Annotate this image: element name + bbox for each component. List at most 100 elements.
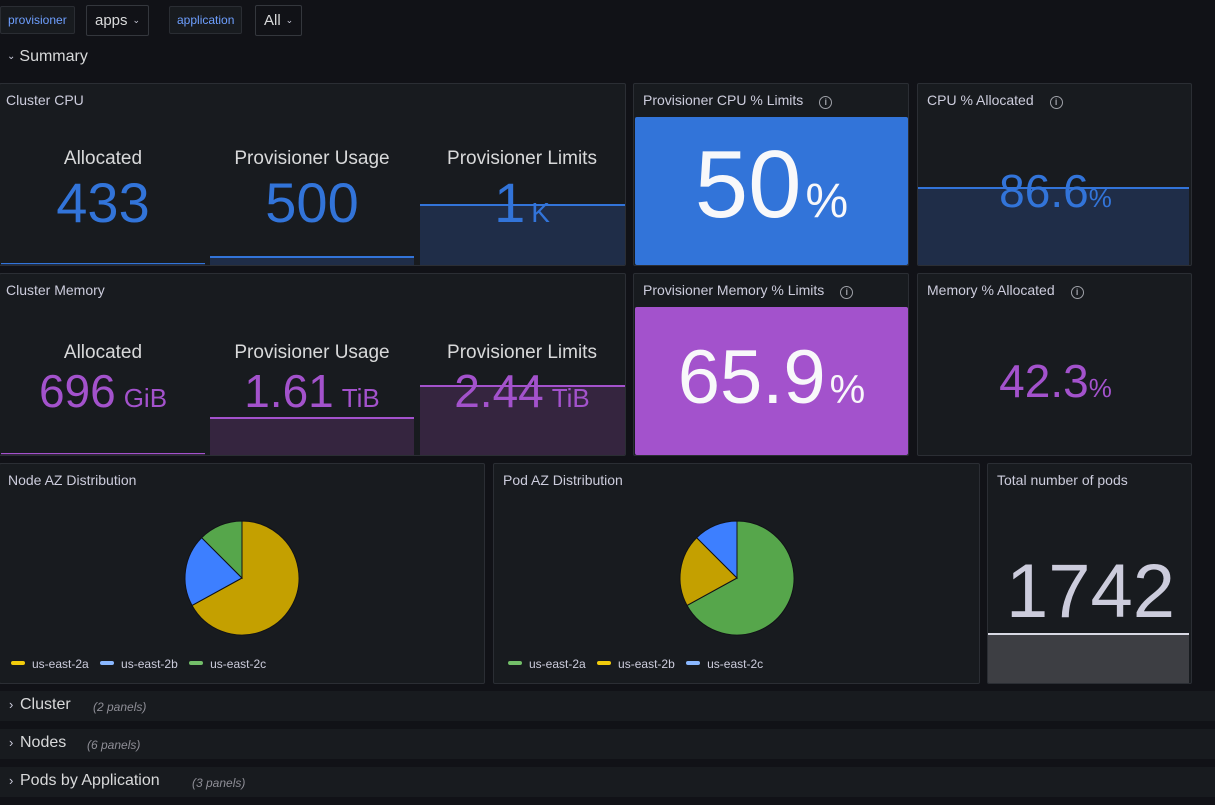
sparkline (918, 187, 1189, 265)
info-icon[interactable]: i (1049, 96, 1063, 109)
stat-unit: K (531, 197, 550, 228)
row-pods-by-application[interactable]: › Pods by Application (3 panels) (0, 767, 1215, 797)
panel-title: Cluster Memory (6, 282, 105, 298)
legend-item[interactable]: us-east-2b (100, 657, 178, 671)
pie-slice-us-east-2c[interactable] (200, 520, 243, 580)
chevron-right-icon: › (9, 697, 14, 712)
legend-label: us-east-2a (32, 657, 89, 671)
row-summary-title: Summary (19, 48, 88, 65)
row-cluster[interactable]: › Cluster (2 panels) (0, 691, 1215, 721)
stat-value: 1742 (1005, 549, 1176, 634)
legend-label: us-east-2c (210, 657, 267, 671)
row-title: Pods by Application (20, 772, 160, 789)
legend-item[interactable]: us-east-2a (11, 657, 89, 671)
legend-item[interactable]: us-east-2c (686, 657, 763, 671)
info-icon[interactable]: i (1070, 286, 1084, 299)
panel-cluster-cpu: Cluster CPU Allocated Provisioner Usage … (0, 83, 626, 266)
stat-unit: % (805, 175, 849, 228)
pie-slice-us-east-2c[interactable] (695, 520, 738, 580)
panel-provisioner-cpu-limits: Provisioner CPU % Limits i 50% (633, 83, 909, 266)
row-summary-toggle[interactable]: ⌄ Summary (7, 48, 88, 66)
stat-unit: TiB (551, 383, 590, 413)
legend-item[interactable]: us-east-2a (508, 657, 586, 671)
row-title: Cluster (20, 696, 71, 713)
legend-label: us-east-2b (618, 657, 675, 671)
variable-label-application: application (169, 6, 243, 34)
row-panel-count: (3 panels) (192, 776, 246, 790)
row-panel-count: (2 panels) (93, 700, 147, 714)
stat-number: 500 (265, 171, 359, 234)
stat-number: 86.6 (999, 165, 1089, 217)
stat-number: 2.44 (454, 365, 544, 417)
panel-title: Cluster CPU (6, 92, 84, 108)
stat-background (635, 307, 908, 455)
panel-memory-allocated: Memory % Allocated i 42.3% (917, 273, 1192, 456)
panel-title: Pod AZ Distribution (503, 472, 623, 488)
panel-title: Total number of pods (997, 472, 1128, 488)
panel-provisioner-memory-limits: Provisioner Memory % Limits i 65.9% (633, 273, 909, 456)
sparkline (988, 633, 1189, 683)
pie-chart-node-az (184, 520, 300, 636)
legend-swatch (189, 661, 204, 665)
panel-title: Memory % Allocated i (927, 282, 1084, 299)
panel-title: Node AZ Distribution (8, 472, 137, 488)
stat-unit: % (1088, 373, 1112, 403)
legend-swatch (100, 661, 115, 665)
info-icon[interactable]: i (840, 286, 854, 299)
stat-number: 65.9 (677, 335, 826, 420)
pie-slice-us-east-2b[interactable] (679, 536, 738, 607)
variable-select-application[interactable]: All ⌄ (255, 5, 303, 36)
info-icon[interactable]: i (819, 96, 833, 109)
panel-title-text: Provisioner CPU % Limits (643, 92, 804, 108)
chevron-down-icon: ⌄ (132, 15, 141, 25)
variable-value-application: All (264, 12, 281, 29)
stat-value-usage: 1.61 TiB (210, 364, 414, 418)
panel-title: Provisioner CPU % Limits i (643, 92, 833, 109)
panel-title: CPU % Allocated i (927, 92, 1063, 109)
stat-unit: TiB (341, 383, 380, 413)
stat-value: 65.9% (635, 334, 908, 421)
panel-title-text: Memory % Allocated (927, 282, 1055, 298)
panel-title-text: CPU % Allocated (927, 92, 1034, 108)
chevron-down-icon: ⌄ (7, 51, 16, 62)
legend: us-east-2a us-east-2b us-east-2c (11, 657, 274, 671)
variable-select-provisioner[interactable]: apps ⌄ (86, 5, 150, 36)
stat-number: 696 (38, 365, 116, 417)
stat-number: 1 (494, 171, 526, 234)
legend-swatch (597, 661, 612, 665)
legend-label: us-east-2a (529, 657, 586, 671)
stat-label-allocated: Allocated (63, 342, 143, 363)
chevron-down-icon: ⌄ (285, 15, 294, 25)
stat-number: 433 (56, 171, 150, 234)
pie-slice-us-east-2a[interactable] (686, 520, 795, 636)
sparkline-limits (420, 204, 625, 265)
panel-cluster-memory: Cluster Memory Allocated Provisioner Usa… (0, 273, 626, 456)
stat-number: 42.3 (999, 355, 1089, 407)
stat-number: 1.61 (244, 365, 334, 417)
stat-number: 50 (694, 131, 802, 238)
panel-cpu-allocated: CPU % Allocated i 86.6% (917, 83, 1192, 266)
panel-title: Provisioner Memory % Limits i (643, 282, 854, 299)
stat-unit: % (1088, 183, 1112, 213)
sparkline-usage (210, 417, 414, 455)
stat-unit: % (829, 368, 866, 412)
stat-label-usage: Provisioner Usage (234, 148, 390, 169)
sparkline-allocated (1, 263, 205, 265)
legend-label: us-east-2b (121, 657, 178, 671)
panel-total-pods: Total number of pods 1742 (987, 463, 1192, 684)
stat-label-limits: Provisioner Limits (447, 148, 597, 169)
stat-value: 42.3% (918, 354, 1191, 408)
legend-item[interactable]: us-east-2c (189, 657, 266, 671)
stat-value: 86.6% (918, 164, 1191, 218)
panel-title-text: Provisioner Memory % Limits (643, 282, 825, 298)
pie-slice-us-east-2a[interactable] (191, 520, 300, 636)
pie-slice-us-east-2b[interactable] (184, 536, 243, 607)
stat-value-allocated: 696 GiB (1, 364, 205, 418)
row-nodes[interactable]: › Nodes (6 panels) (0, 729, 1215, 759)
stat-background (635, 117, 908, 265)
legend: us-east-2a us-east-2b us-east-2c (508, 657, 771, 671)
stat-label-allocated: Allocated (63, 148, 143, 169)
legend-item[interactable]: us-east-2b (597, 657, 675, 671)
stat-label-limits: Provisioner Limits (447, 342, 597, 363)
